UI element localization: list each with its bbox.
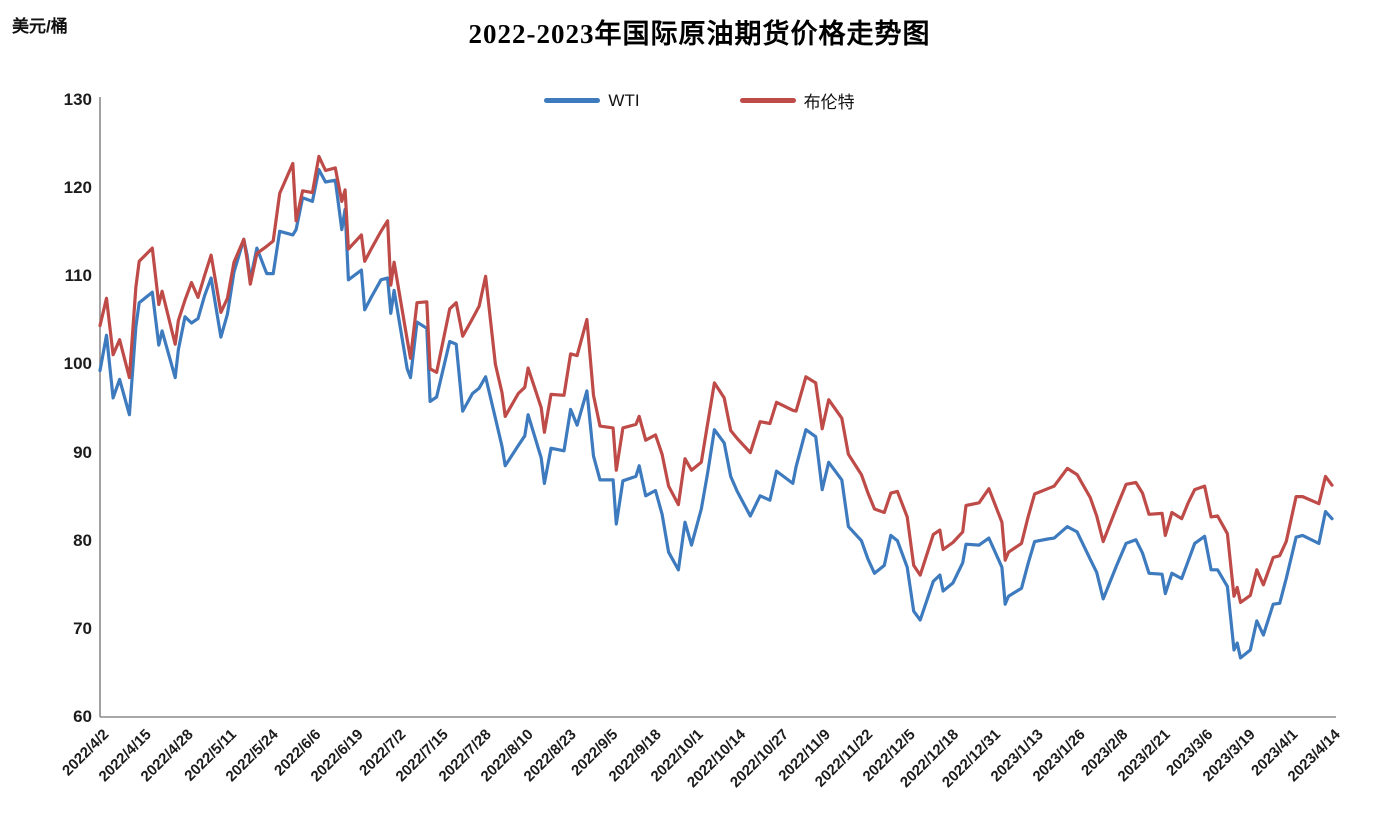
y-tick-label: 110 <box>64 266 92 286</box>
y-tick-label: 90 <box>73 442 92 462</box>
y-axis-unit-label: 美元/桶 <box>12 17 68 36</box>
wti-line <box>98 168 1334 660</box>
y-tick-label: 70 <box>73 618 92 638</box>
y-tick-label: 100 <box>63 354 92 374</box>
y-tick-label: 80 <box>73 530 92 550</box>
chart-title: 2022-2023年国际原油期货价格走势图 <box>468 19 931 49</box>
brent-line <box>98 154 1334 605</box>
y-tick-label: 60 <box>73 707 92 726</box>
y-tick-label: 120 <box>63 178 92 198</box>
y-tick-label: 130 <box>63 90 92 109</box>
